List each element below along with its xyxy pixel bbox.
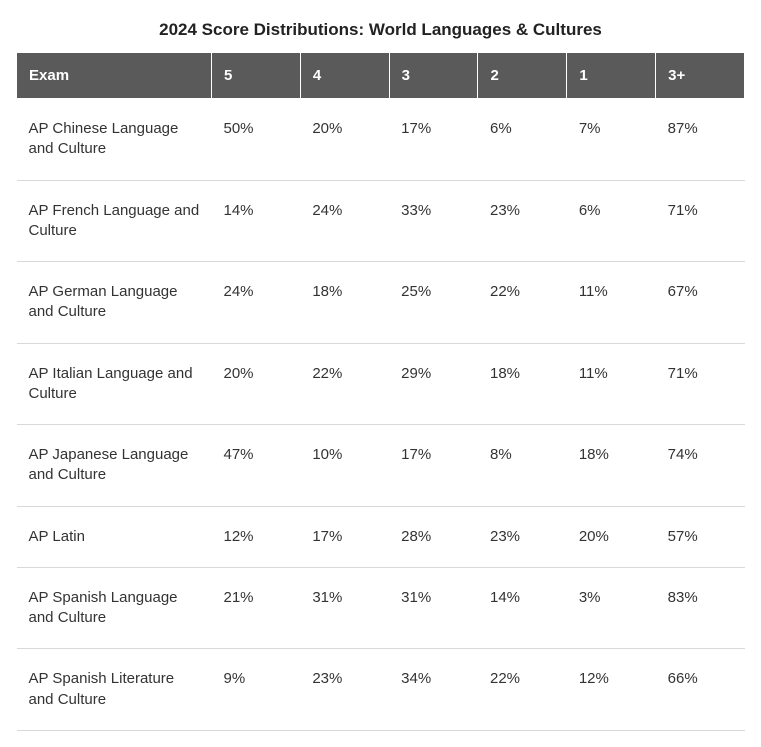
cell-2: 6% <box>478 99 567 181</box>
cell-exam: AP Japanese Language and Culture <box>17 425 212 507</box>
col-2: 2 <box>478 53 567 99</box>
cell-4: 24% <box>300 180 389 262</box>
cell-3plus: 67% <box>656 262 745 344</box>
cell-exam: AP Italian Language and Culture <box>17 343 212 425</box>
cell-3plus: 57% <box>656 506 745 567</box>
cell-2: 8% <box>478 425 567 507</box>
table-row: AP Spanish Language and Culture 21% 31% … <box>17 567 745 649</box>
cell-5: 24% <box>212 262 301 344</box>
cell-3: 17% <box>389 99 478 181</box>
table-body: AP Chinese Language and Culture 50% 20% … <box>17 99 745 731</box>
col-3: 3 <box>389 53 478 99</box>
cell-1: 3% <box>567 567 656 649</box>
cell-exam: AP Chinese Language and Culture <box>17 99 212 181</box>
cell-3plus: 66% <box>656 649 745 731</box>
table-row: AP Spanish Literature and Culture 9% 23%… <box>17 649 745 731</box>
col-3plus: 3+ <box>656 53 745 99</box>
cell-5: 50% <box>212 99 301 181</box>
cell-2: 23% <box>478 180 567 262</box>
cell-3plus: 71% <box>656 180 745 262</box>
table-title: 2024 Score Distributions: World Language… <box>16 20 745 40</box>
cell-1: 6% <box>567 180 656 262</box>
cell-exam: AP French Language and Culture <box>17 180 212 262</box>
cell-3plus: 74% <box>656 425 745 507</box>
table-row: AP Chinese Language and Culture 50% 20% … <box>17 99 745 181</box>
col-5: 5 <box>212 53 301 99</box>
cell-exam: AP Latin <box>17 506 212 567</box>
cell-5: 12% <box>212 506 301 567</box>
cell-1: 18% <box>567 425 656 507</box>
cell-2: 18% <box>478 343 567 425</box>
cell-5: 21% <box>212 567 301 649</box>
cell-3: 17% <box>389 425 478 507</box>
cell-4: 18% <box>300 262 389 344</box>
cell-3: 31% <box>389 567 478 649</box>
cell-5: 47% <box>212 425 301 507</box>
cell-1: 7% <box>567 99 656 181</box>
cell-exam: AP Spanish Language and Culture <box>17 567 212 649</box>
cell-2: 22% <box>478 649 567 731</box>
cell-3: 33% <box>389 180 478 262</box>
cell-4: 17% <box>300 506 389 567</box>
table-row: AP French Language and Culture 14% 24% 3… <box>17 180 745 262</box>
cell-exam: AP Spanish Literature and Culture <box>17 649 212 731</box>
table-row: AP Japanese Language and Culture 47% 10%… <box>17 425 745 507</box>
cell-1: 11% <box>567 262 656 344</box>
cell-4: 23% <box>300 649 389 731</box>
cell-4: 22% <box>300 343 389 425</box>
cell-5: 20% <box>212 343 301 425</box>
cell-4: 31% <box>300 567 389 649</box>
col-exam: Exam <box>17 53 212 99</box>
score-distribution-table: Exam 5 4 3 2 1 3+ AP Chinese Language an… <box>16 52 745 731</box>
cell-3: 29% <box>389 343 478 425</box>
cell-1: 20% <box>567 506 656 567</box>
table-row: AP Latin 12% 17% 28% 23% 20% 57% <box>17 506 745 567</box>
cell-3: 34% <box>389 649 478 731</box>
table-row: AP German Language and Culture 24% 18% 2… <box>17 262 745 344</box>
cell-3: 25% <box>389 262 478 344</box>
cell-3plus: 83% <box>656 567 745 649</box>
table-header-row: Exam 5 4 3 2 1 3+ <box>17 53 745 99</box>
cell-2: 14% <box>478 567 567 649</box>
cell-3plus: 87% <box>656 99 745 181</box>
table-row: AP Italian Language and Culture 20% 22% … <box>17 343 745 425</box>
cell-exam: AP German Language and Culture <box>17 262 212 344</box>
cell-1: 11% <box>567 343 656 425</box>
col-1: 1 <box>567 53 656 99</box>
cell-3: 28% <box>389 506 478 567</box>
cell-5: 14% <box>212 180 301 262</box>
cell-5: 9% <box>212 649 301 731</box>
cell-2: 22% <box>478 262 567 344</box>
cell-2: 23% <box>478 506 567 567</box>
cell-1: 12% <box>567 649 656 731</box>
cell-4: 10% <box>300 425 389 507</box>
cell-3plus: 71% <box>656 343 745 425</box>
cell-4: 20% <box>300 99 389 181</box>
col-4: 4 <box>300 53 389 99</box>
